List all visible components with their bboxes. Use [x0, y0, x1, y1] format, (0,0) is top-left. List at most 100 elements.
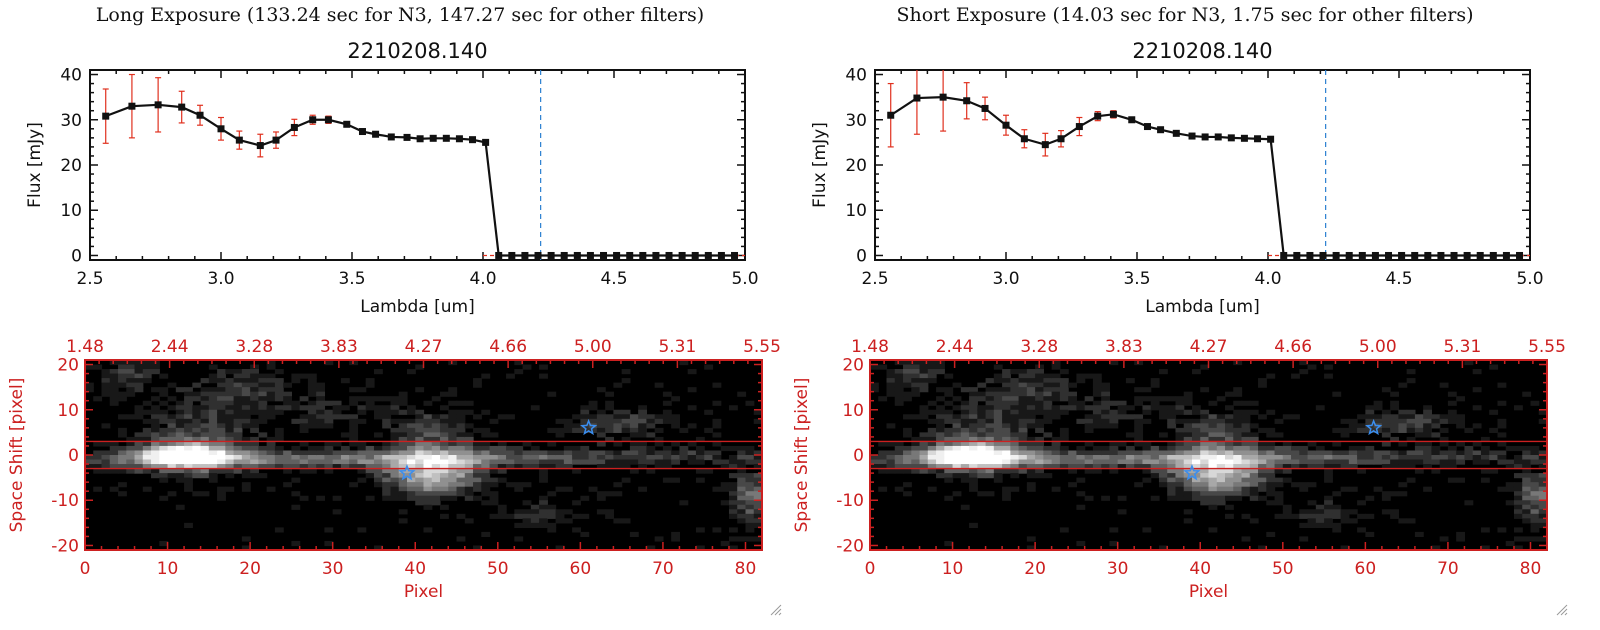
image-pixel	[1225, 391, 1234, 397]
image-pixel	[340, 432, 350, 438]
image-pixel	[1026, 473, 1036, 479]
image-pixel	[349, 436, 359, 443]
image-pixel	[1125, 459, 1135, 465]
image-pixel	[382, 482, 392, 488]
image-pixel	[440, 427, 449, 433]
image-pixel	[1150, 468, 1160, 474]
resize-grip-icon[interactable]	[768, 602, 782, 616]
data-point	[1371, 251, 1379, 259]
image-pixel	[373, 396, 383, 402]
image-pixel	[1216, 482, 1226, 488]
image-pixel	[225, 369, 235, 375]
image-pixel	[1200, 445, 1210, 452]
image-pixel	[1200, 486, 1210, 492]
image-pixel	[993, 414, 1003, 420]
image-pixel	[1315, 509, 1325, 515]
image-pixel	[307, 468, 317, 474]
image-pixel	[1035, 427, 1044, 433]
data-point	[626, 251, 634, 259]
image-pixel	[1398, 418, 1408, 424]
image-pixel	[233, 427, 243, 433]
image-pixel	[646, 418, 656, 424]
image-pixel	[969, 464, 978, 470]
image-pixel	[241, 450, 251, 456]
image-pixel	[969, 477, 978, 483]
image-pixel	[233, 468, 243, 474]
image-pixel	[217, 396, 226, 402]
image-pixel	[118, 468, 127, 474]
image-pixel	[489, 513, 499, 519]
image-pixel	[605, 513, 614, 519]
image-pixel	[911, 391, 921, 397]
data-point	[1254, 135, 1262, 143]
resize-grip-icon[interactable]	[1554, 602, 1568, 616]
image-pixel	[1076, 491, 1086, 497]
image-pixel	[241, 455, 251, 461]
image-pixel	[1035, 373, 1044, 379]
image-pixel	[1233, 477, 1243, 483]
image-pixel	[911, 450, 921, 456]
image-pixel	[654, 450, 664, 456]
image-pixel	[1505, 464, 1515, 470]
image-pixel	[1208, 455, 1218, 461]
image-pixel	[159, 477, 169, 483]
image-pixel	[233, 414, 243, 420]
image-pixel	[1010, 436, 1020, 443]
image-pixel	[993, 378, 1003, 384]
image-pixel	[936, 464, 945, 470]
image-pixel	[1365, 455, 1375, 461]
image-pixel	[431, 414, 441, 420]
image-pixel	[1191, 436, 1201, 443]
image-pixel	[365, 459, 375, 465]
image-pixel	[159, 436, 169, 443]
image-pixel	[547, 522, 557, 528]
image-pixel	[1530, 536, 1540, 542]
image-pixel	[1076, 477, 1086, 483]
image-pixel	[1216, 459, 1226, 465]
image-pixel	[184, 423, 193, 429]
image-pixel	[233, 464, 243, 470]
image-pixel	[728, 545, 738, 551]
image-pixel	[1142, 450, 1152, 456]
image-pixel	[1150, 464, 1160, 470]
top-tick-label: 1.48	[851, 337, 889, 357]
image-pixel	[266, 387, 276, 393]
image-pixel	[878, 364, 888, 370]
image-pixel	[1249, 473, 1259, 479]
image-pixel	[993, 373, 1003, 379]
image-pixel	[506, 414, 515, 420]
data-point	[547, 251, 555, 259]
image-pixel	[200, 409, 210, 415]
image-pixel	[1150, 495, 1160, 501]
image-pixel	[1059, 396, 1069, 402]
image-pixel	[299, 468, 309, 474]
image-pixel	[440, 491, 449, 497]
image-pixel	[250, 464, 259, 470]
image-pixel	[1208, 504, 1218, 510]
image-pixel	[1225, 455, 1234, 461]
image-pixel	[514, 513, 524, 519]
image-pixel	[266, 450, 276, 456]
image-pixel	[629, 441, 639, 447]
image-pixel	[1117, 414, 1127, 420]
image-pixel	[192, 445, 202, 452]
image-pixel	[142, 445, 152, 452]
image-pixel	[952, 427, 962, 433]
series-line	[105, 103, 735, 257]
image-pixel	[605, 436, 614, 443]
image-pixel	[299, 423, 309, 429]
image-pixel	[1274, 477, 1284, 483]
image-pixel	[398, 409, 408, 415]
image-pixel	[456, 459, 466, 465]
data-point	[1109, 110, 1117, 118]
data-point	[1094, 112, 1102, 120]
top-tick-label: 4.66	[489, 337, 527, 357]
image-pixel	[1398, 459, 1408, 465]
image-pixel	[250, 405, 259, 411]
image-pixel	[1101, 423, 1111, 429]
image-pixel	[638, 409, 648, 415]
image-pixel	[1010, 414, 1020, 420]
image-pixel	[159, 418, 169, 424]
image-pixel	[629, 445, 639, 452]
image-pixel	[1513, 455, 1523, 461]
